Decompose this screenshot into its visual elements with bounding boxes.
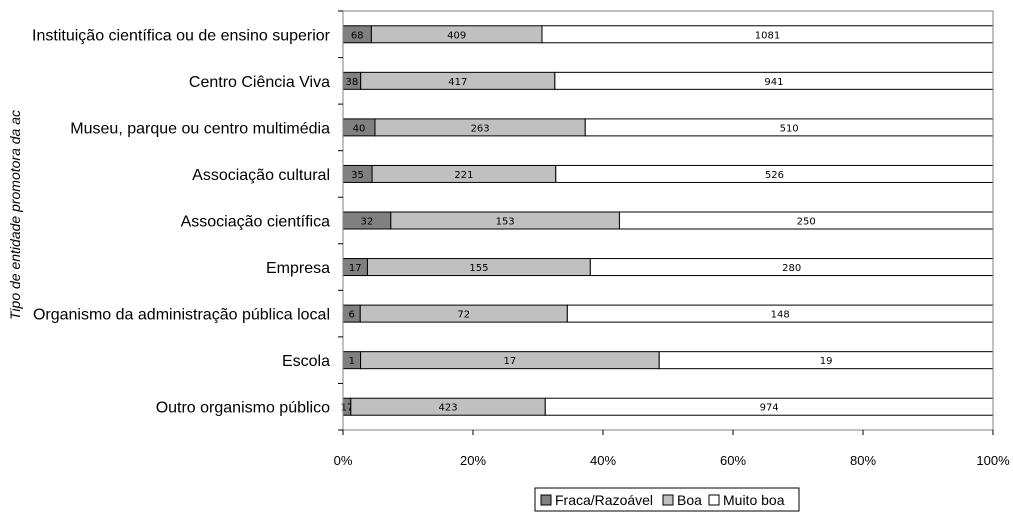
x-tick-label: 80% — [850, 453, 876, 468]
data-label: 32 — [361, 217, 374, 228]
category-label: Associação científica — [181, 214, 331, 231]
legend-label: Boa — [677, 492, 702, 508]
data-label: 68 — [351, 30, 364, 41]
plot-area-border — [342, 10, 994, 431]
data-label: 409 — [447, 30, 466, 41]
data-label: 417 — [448, 77, 467, 88]
data-label: 6 — [348, 310, 354, 321]
category-label: Instituição científica ou de ensino supe… — [32, 27, 331, 44]
legend-swatch — [662, 494, 674, 506]
category-label: Organismo da administração pública local — [33, 307, 330, 324]
data-label: 423 — [438, 403, 457, 414]
data-label: 250 — [797, 217, 816, 228]
legend-swatch — [708, 494, 720, 506]
data-label: 941 — [764, 77, 783, 88]
data-label: 155 — [469, 263, 488, 274]
data-label: 17 — [349, 263, 362, 274]
category-label: Associação cultural — [192, 167, 330, 184]
data-label: 280 — [782, 263, 801, 274]
legend: Fraca/Razoável Boa Muito boa — [534, 487, 800, 512]
data-label: 263 — [471, 123, 490, 134]
data-label: 510 — [780, 123, 799, 134]
y-axis-title: Tipo de entidade promotora da ac — [7, 110, 23, 320]
x-tick-label: 100% — [976, 453, 1010, 468]
legend-label: Muito boa — [723, 492, 785, 508]
x-tick-label: 40% — [590, 453, 616, 468]
x-tick-label: 60% — [720, 453, 746, 468]
data-label: 526 — [765, 170, 784, 181]
data-label: 221 — [454, 170, 473, 181]
category-label: Empresa — [266, 260, 330, 277]
data-label: 40 — [353, 123, 366, 134]
x-tick-label: 20% — [460, 453, 486, 468]
x-tick-label: 0% — [334, 453, 353, 468]
category-label: Museu, parque ou centro multimédia — [70, 120, 330, 137]
data-label: 1081 — [755, 30, 780, 41]
data-label: 17 — [504, 356, 517, 367]
data-label: 148 — [771, 310, 790, 321]
data-label: 35 — [351, 170, 364, 181]
bars-layer: 68 409 1081 38 417 941 40 263 510 35 221 526 32 153 25… — [341, 25, 994, 416]
data-label: 1 — [349, 356, 355, 367]
axes-layer: Instituição científica ou de ensino supe… — [32, 10, 1010, 468]
data-label: 72 — [457, 310, 470, 321]
legend-swatch — [540, 494, 552, 506]
data-label: 38 — [345, 77, 358, 88]
legend-label: Fraca/Razoável — [555, 492, 653, 508]
category-label: Centro Ciência Viva — [189, 74, 330, 91]
data-label: 974 — [760, 403, 779, 414]
data-label: 17 — [341, 403, 354, 414]
category-label: Escola — [282, 353, 330, 370]
category-label: Outro organismo público — [156, 400, 330, 417]
data-label: 19 — [820, 356, 833, 367]
data-label: 153 — [496, 217, 515, 228]
